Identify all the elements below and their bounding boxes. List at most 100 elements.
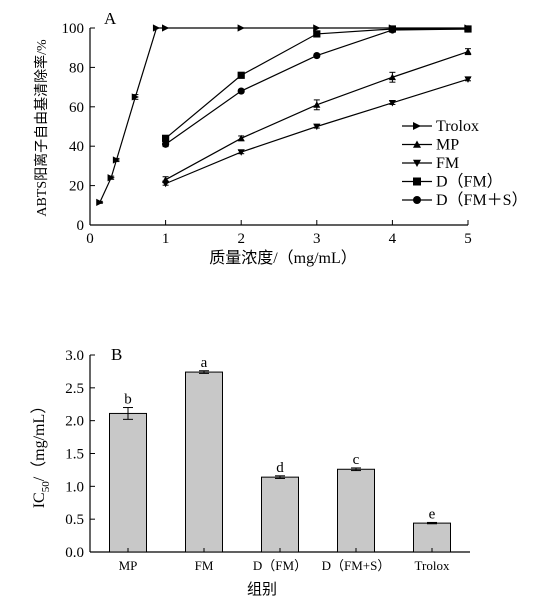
data-point <box>464 25 472 33</box>
data-point <box>388 73 396 81</box>
data-point <box>152 24 161 32</box>
series-line <box>165 78 469 185</box>
x-tick-label: 0 <box>86 231 94 247</box>
panel-a-y-axis-label: ABTS阳离子自由基清除率/% <box>33 39 50 217</box>
panel-b-label: B <box>111 345 122 364</box>
series-2 <box>162 76 472 188</box>
panel-b-y-axis-label-sub: 50 <box>40 481 52 493</box>
x-tick-label: 4 <box>389 231 397 247</box>
data-point <box>162 140 170 148</box>
y-tick-label: 20 <box>69 179 84 195</box>
bar-group-1: a FM <box>185 355 223 573</box>
series-line <box>99 27 468 203</box>
panel-a-y-ticks: 0 20 40 60 80 100 <box>62 21 95 234</box>
y-tick-label: 100 <box>62 21 85 37</box>
x-tick-label: D（FM+S） <box>322 558 391 573</box>
data-point <box>162 134 170 142</box>
panel-b-y-axis-label-rest: /（mg/mL） <box>30 398 48 482</box>
legend-item-4: D（FM＋S） <box>402 191 528 209</box>
x-tick-label: MP <box>119 558 138 573</box>
panel-b: B 0.0 0.5 1.0 1.5 2.0 2.5 3.0 b MP a FM d D（FM） c D（F… <box>30 345 470 598</box>
data-point <box>237 134 245 142</box>
x-tick-label: 3 <box>313 231 321 247</box>
x-tick-label: Trolox <box>415 558 450 573</box>
data-point <box>237 149 245 156</box>
data-point <box>313 24 321 32</box>
data-point <box>313 101 321 108</box>
bar <box>337 468 375 553</box>
y-tick-label: 3.0 <box>65 348 84 364</box>
y-tick-label: 1.5 <box>65 447 84 463</box>
panel-a-x-ticks: 0 1 2 3 4 5 <box>86 220 472 247</box>
data-point <box>107 174 115 182</box>
significance-letter: a <box>201 355 208 371</box>
y-tick-label: 0.5 <box>65 512 84 528</box>
y-tick-label: 0 <box>77 218 85 234</box>
legend-item-1: MP <box>402 137 459 154</box>
x-tick-label: D（FM） <box>253 558 307 573</box>
series-4 <box>162 25 472 148</box>
y-tick-label: 2.5 <box>65 381 84 397</box>
bar <box>261 476 299 553</box>
panel-a-label: A <box>104 9 117 28</box>
panel-a-series <box>96 24 472 206</box>
y-tick-label: 80 <box>69 60 84 76</box>
data-point <box>388 26 396 34</box>
x-tick-label: 5 <box>464 231 472 247</box>
panel-b-y-ticks: 0.0 0.5 1.0 1.5 2.0 2.5 3.0 <box>65 348 95 561</box>
data-point <box>237 71 245 79</box>
bar <box>109 412 147 553</box>
panel-b-x-axis-label: 组别 <box>247 581 277 598</box>
y-tick-label: 40 <box>69 139 84 155</box>
data-point <box>162 180 170 188</box>
legend-label: D（FM＋S） <box>436 191 528 209</box>
data-point <box>313 123 321 131</box>
bar-group-4: e Trolox <box>413 506 451 573</box>
data-point <box>237 24 245 32</box>
legend-marker <box>413 140 421 148</box>
legend-label: MP <box>436 137 459 154</box>
significance-letter: e <box>429 506 436 522</box>
legend-item-0: Trolox <box>402 118 479 135</box>
data-point <box>388 99 396 107</box>
x-tick-label: 2 <box>237 231 245 247</box>
legend-label: Trolox <box>436 118 479 135</box>
legend-label: FM <box>436 155 459 172</box>
legend-marker <box>413 177 421 186</box>
bar <box>185 371 223 553</box>
legend-marker <box>413 196 421 204</box>
y-tick-label: 60 <box>69 100 84 116</box>
data-point <box>162 24 170 32</box>
data-point <box>112 156 121 164</box>
bar-group-3: c D（FM+S） <box>322 452 391 573</box>
panel-b-bars: b MP a FM d D（FM） c D（FM+S） e Trolox <box>109 355 451 573</box>
legend-label: D（FM） <box>436 173 503 191</box>
significance-letter: d <box>276 460 284 476</box>
y-tick-label: 0.0 <box>65 545 84 561</box>
x-tick-label: 1 <box>162 231 170 247</box>
data-point <box>464 48 472 55</box>
y-tick-label: 2.0 <box>65 414 84 430</box>
legend-marker <box>413 122 421 130</box>
legend-item-3: D（FM） <box>402 173 503 191</box>
bar <box>413 522 451 553</box>
bar-group-0: b MP <box>109 392 147 573</box>
data-point <box>96 198 104 206</box>
x-tick-label: FM <box>195 558 214 573</box>
panel-b-y-axis-label-main: IC <box>31 492 48 508</box>
data-point <box>464 76 472 83</box>
panel-a-x-axis-label: 质量浓度/（mg/mL） <box>209 249 357 267</box>
data-point <box>313 51 321 60</box>
series-line <box>165 28 468 139</box>
y-tick-label: 1.0 <box>65 479 84 495</box>
data-point <box>131 93 139 101</box>
significance-letter: c <box>353 452 360 468</box>
data-point <box>237 87 245 95</box>
significance-letter: b <box>124 392 132 408</box>
panel-a: A 0 1 2 3 4 5 0 20 40 60 80 100 质量浓度/（mg/mL） ABTS阳… <box>33 9 528 267</box>
legend-item-2: FM <box>402 155 459 172</box>
data-point <box>313 30 321 38</box>
legend-marker <box>413 159 421 167</box>
panel-b-y-axis-label: IC50/（mg/mL） <box>30 398 52 509</box>
